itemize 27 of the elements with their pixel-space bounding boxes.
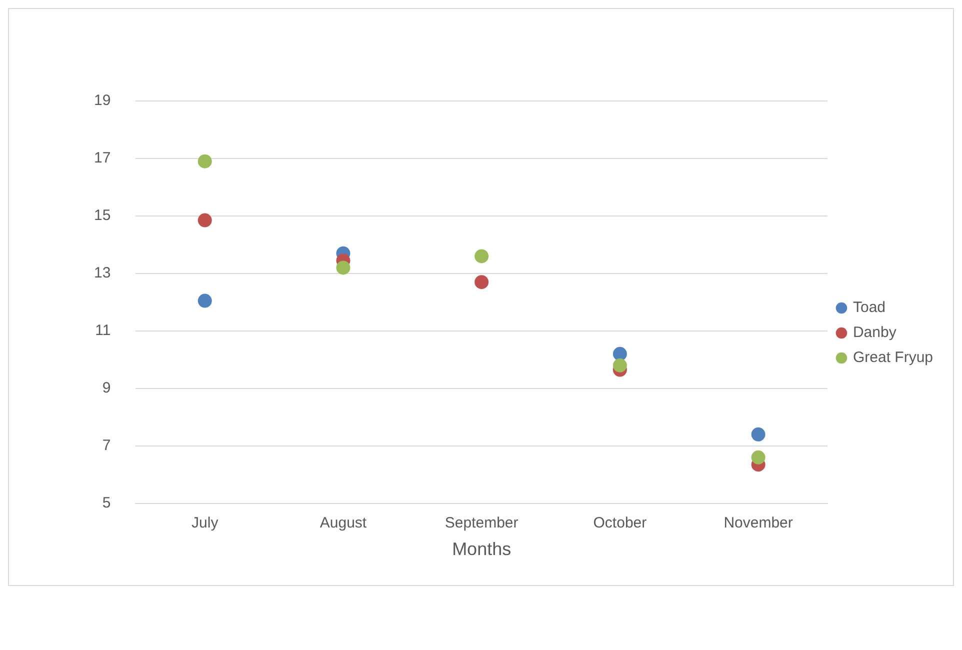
y-tick-label: 17 — [94, 150, 111, 167]
x-tick-label: July — [192, 514, 219, 532]
point — [474, 275, 489, 290]
x-tick-label: September — [444, 514, 518, 532]
y-tick-label: 11 — [95, 322, 111, 340]
y-tick-label: 5 — [102, 494, 111, 512]
point — [474, 249, 489, 264]
legend-label: Toad — [852, 299, 886, 316]
y-tick-label: 7 — [102, 437, 111, 454]
point — [751, 450, 766, 464]
x-tick-label: October — [593, 514, 647, 532]
y-tick-label: 13 — [94, 264, 111, 282]
y-tick-label: 15 — [94, 207, 111, 224]
point — [198, 294, 212, 308]
y-tick-label: 9 — [102, 380, 111, 397]
x-tick-label: November — [724, 514, 793, 532]
x-tick-label: August — [320, 514, 368, 532]
point — [198, 154, 212, 168]
point — [612, 358, 627, 372]
point — [198, 213, 212, 228]
x-axis-title: Months — [452, 539, 512, 560]
legend-label: Danby — [852, 324, 897, 342]
legend-label: Great Fryup — [852, 349, 934, 366]
y-tick-label: 19 — [94, 92, 111, 110]
point — [751, 427, 766, 442]
point — [612, 346, 627, 361]
point — [336, 260, 350, 275]
